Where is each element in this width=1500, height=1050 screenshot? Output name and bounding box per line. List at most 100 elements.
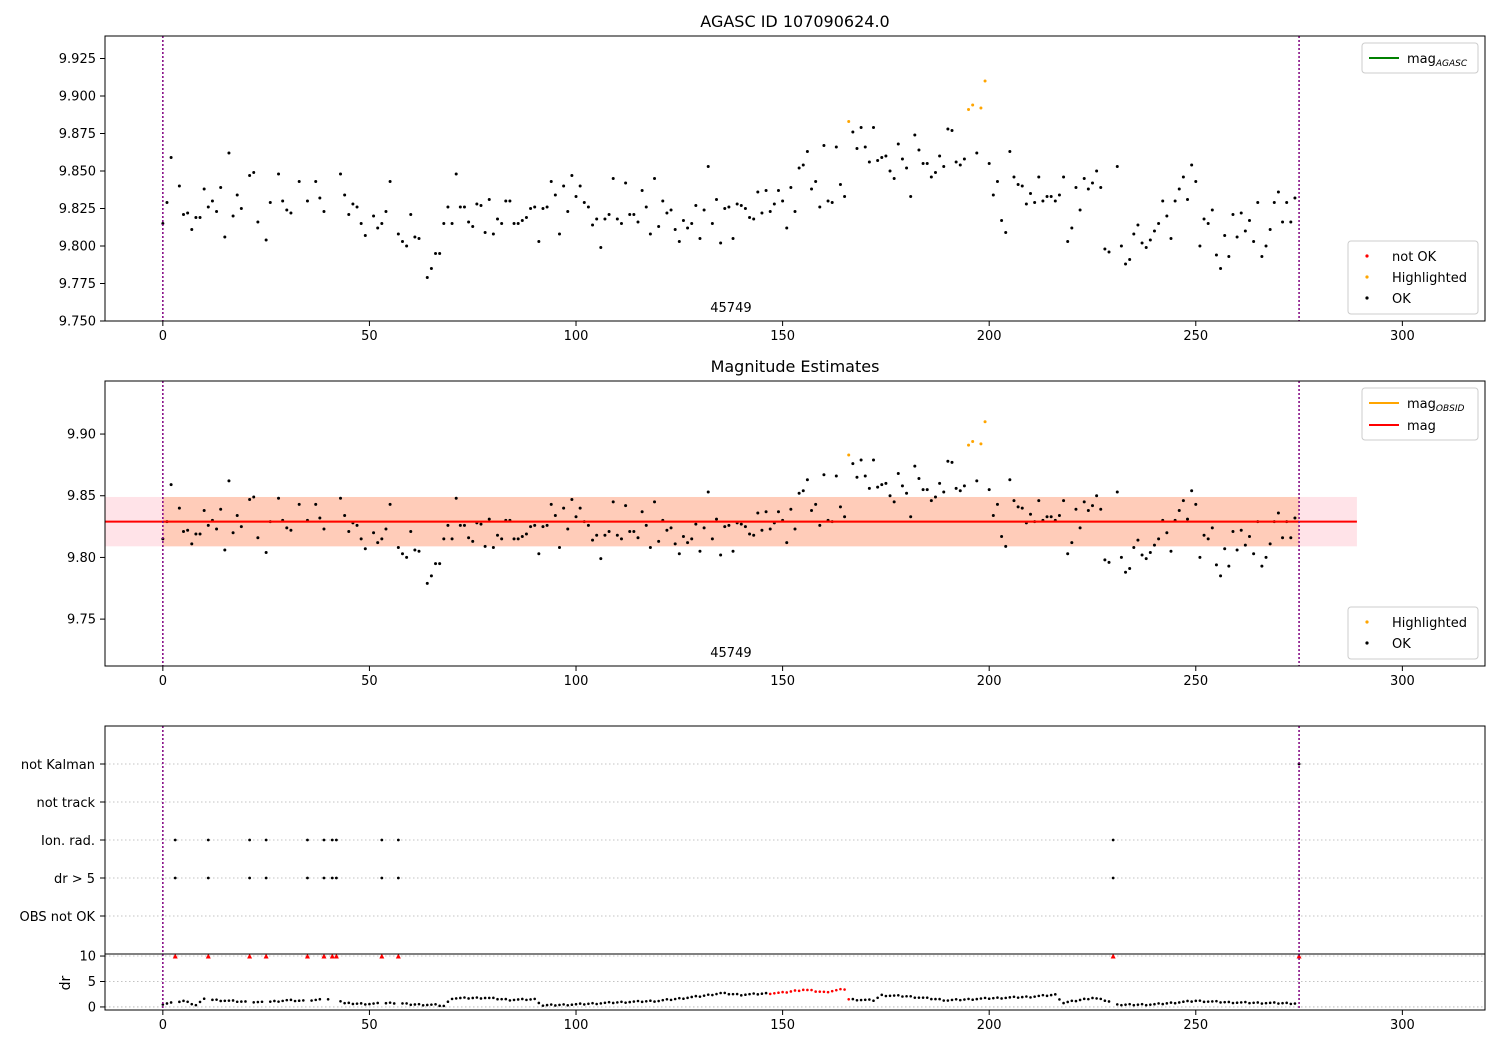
ok-point [256, 220, 260, 224]
ok-point [772, 202, 776, 206]
ok-point [177, 506, 181, 510]
magnitude-plot-area: 0 50 100 150 200 250 300 9.75 9.80 9.85 9.90 [67, 380, 1486, 689]
dr-point [219, 999, 222, 1003]
ok-point [578, 506, 582, 510]
dr-point [711, 993, 714, 997]
ok-point [739, 522, 743, 526]
ok-point [1095, 169, 1099, 173]
dr-point [624, 1001, 627, 1004]
ok-point [900, 484, 904, 488]
ok-point [252, 495, 256, 499]
ok-point [619, 222, 623, 225]
dr-point [938, 997, 941, 1001]
dr-point-not-ok [835, 988, 838, 992]
dr-point-not-ok [801, 988, 805, 992]
ok-point [822, 473, 826, 477]
x-tick-label: 250 [1183, 329, 1208, 344]
ok-point [450, 537, 454, 541]
flag-category-label: OBS not OK [20, 910, 96, 925]
ok-point [248, 497, 252, 501]
ok-point [339, 496, 343, 500]
dr-point [413, 1003, 417, 1006]
dr-point [471, 996, 475, 1000]
dr-point [764, 991, 768, 995]
ok-point [1132, 546, 1136, 550]
ok-point [884, 481, 888, 485]
ok-point [1115, 490, 1119, 494]
dr-point [698, 995, 702, 998]
ok-point [454, 172, 458, 176]
dr-point [983, 996, 987, 1000]
dr-point [694, 994, 698, 998]
dr-point-not-ok [810, 988, 813, 992]
ok-point [834, 474, 838, 478]
dr-point [198, 1000, 202, 1004]
ok-point [814, 502, 818, 506]
ok-point [888, 169, 892, 173]
ok-point [231, 214, 235, 218]
x-tick-label: 0 [159, 674, 167, 689]
ok-point [797, 166, 801, 170]
dr-point [1165, 1002, 1169, 1005]
flag-point [330, 876, 334, 880]
dr-point [1049, 993, 1053, 997]
dr-point [1004, 996, 1008, 1000]
dr-point [731, 992, 735, 996]
dr-point [190, 1002, 194, 1006]
ok-point [434, 562, 438, 566]
ok-point [206, 205, 210, 209]
ok-point [760, 211, 764, 215]
dr-point [855, 998, 859, 1002]
flag-point [264, 838, 268, 842]
dr-capped-marker [1110, 953, 1116, 959]
ok-point [1128, 258, 1132, 261]
ok-point [760, 528, 764, 532]
dr-capped-marker [395, 953, 401, 959]
ok-point [1004, 544, 1008, 548]
ok-point [686, 541, 690, 545]
ok-point [182, 530, 186, 534]
ok-point [1173, 199, 1177, 203]
ok-point [1169, 237, 1173, 240]
ok-point [165, 201, 169, 204]
ok-point [169, 156, 173, 159]
dr-capped-marker [1296, 953, 1302, 959]
dr-point [194, 1003, 198, 1007]
ok-point [285, 208, 289, 212]
ok-point [359, 537, 363, 541]
ok-point [632, 530, 636, 534]
ok-point [1078, 526, 1082, 530]
ok-point [289, 528, 293, 532]
flag-category-label: not track [36, 796, 95, 811]
dr-point [673, 997, 677, 1001]
dr-point [1132, 1003, 1136, 1007]
dr-point [417, 1002, 421, 1006]
ok-point [900, 157, 904, 161]
dr-point [479, 997, 483, 1000]
dr-point [231, 999, 235, 1002]
ok-point [1177, 509, 1181, 513]
ok-point [347, 530, 351, 534]
dr-axis-label: dr [58, 975, 74, 990]
dr-capped-marker [304, 953, 310, 959]
ok-point [1169, 549, 1173, 553]
dr-point [1161, 1002, 1165, 1006]
ok-point [281, 199, 285, 203]
dr-point [1062, 1001, 1065, 1005]
ok-point [1053, 199, 1057, 203]
ok-point [285, 526, 289, 530]
ok-point [1210, 208, 1214, 212]
ok-point [591, 538, 595, 542]
ok-point [372, 214, 376, 218]
dr-capped-marker [333, 953, 339, 959]
ok-point [863, 145, 867, 149]
ok-point [719, 241, 723, 245]
dr-point [1153, 1002, 1156, 1006]
ok-point [582, 201, 586, 204]
ok-point [429, 574, 433, 578]
ok-point [537, 552, 541, 556]
ok-point [1289, 536, 1293, 540]
ok-point [591, 223, 595, 227]
y-tick-label: 9.80 [67, 551, 96, 566]
ok-point [194, 216, 198, 219]
